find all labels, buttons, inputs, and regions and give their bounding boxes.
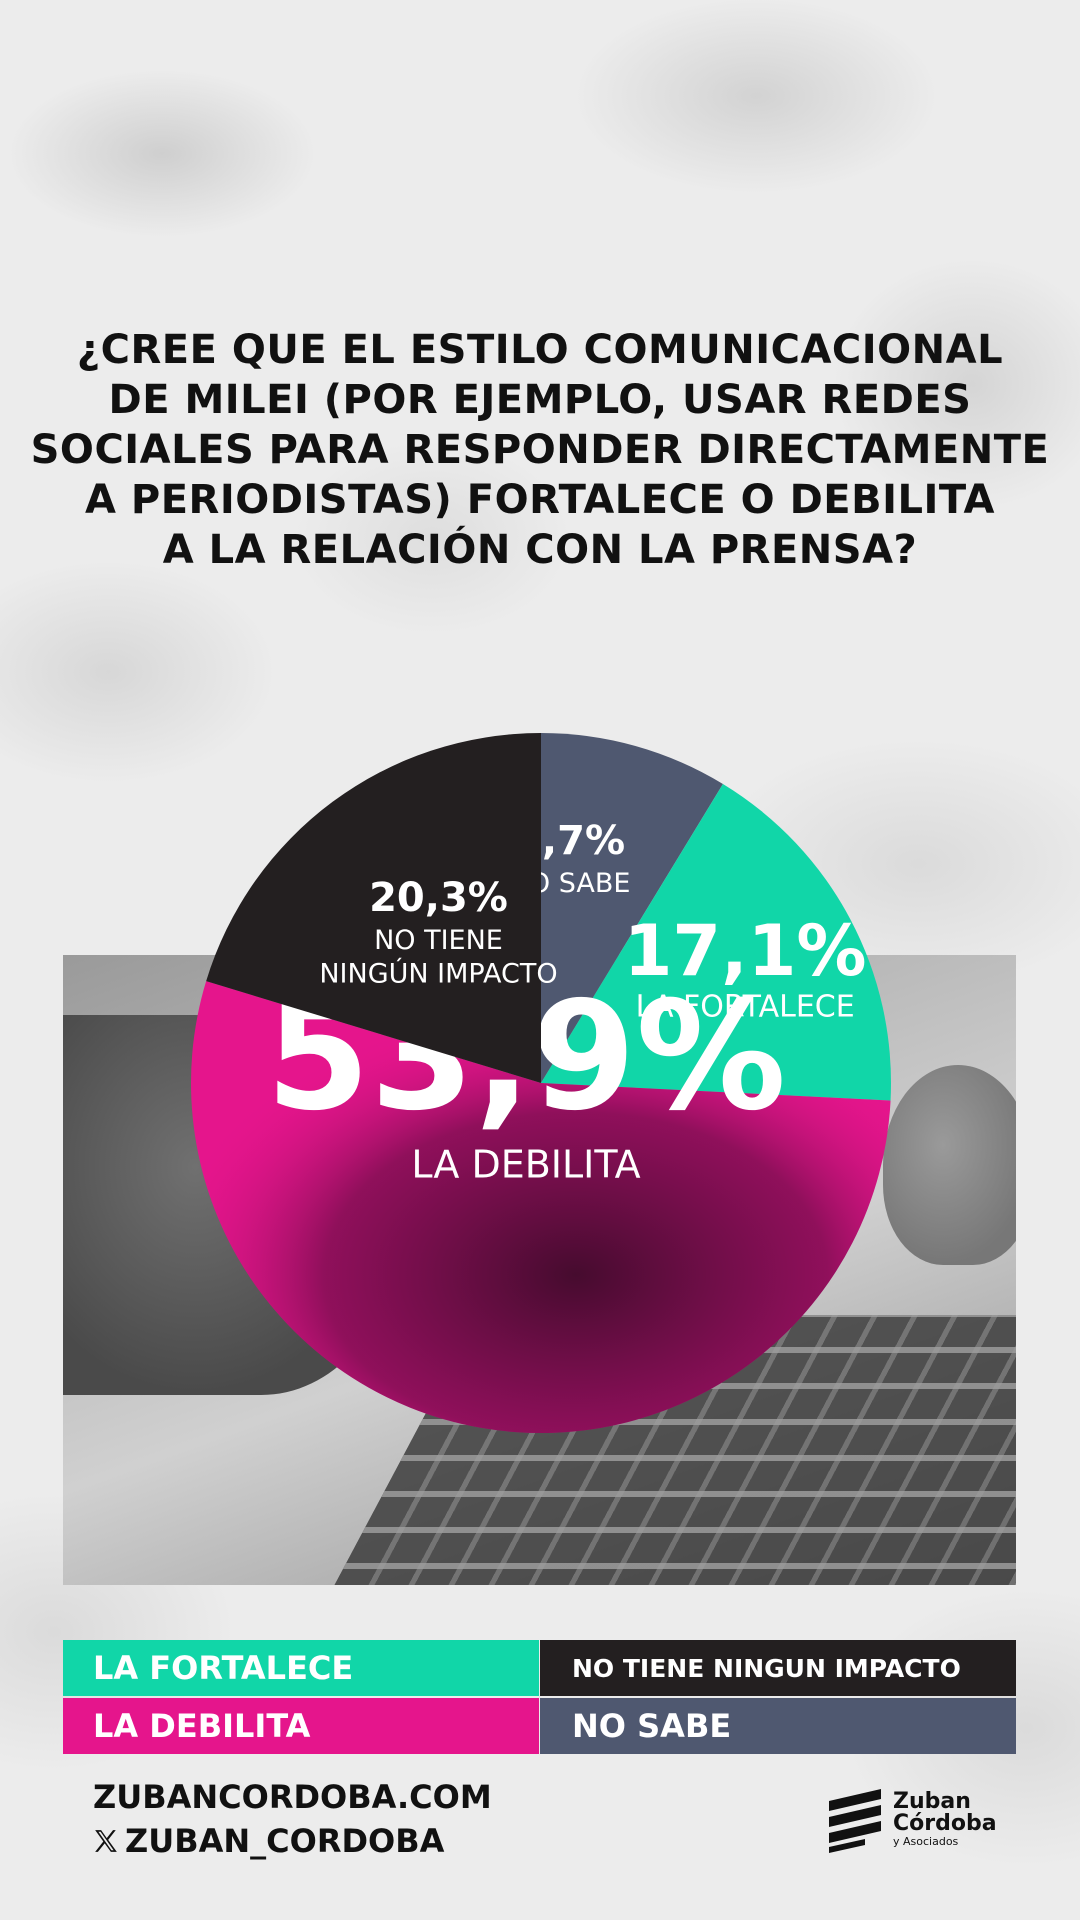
slice-label-ningun-impacto: NINGÚN IMPACTO xyxy=(319,958,557,990)
legend-item-no-sabe: NO SABE xyxy=(540,1698,1016,1754)
title-line: SOCIALES PARA RESPONDER DIRECTAMENTE xyxy=(30,427,1050,473)
logo-text: Zuban Córdoba y Asociados xyxy=(893,1791,997,1849)
hand-shape xyxy=(883,1065,1016,1265)
logo-name-1: Zuban xyxy=(893,1789,971,1814)
legend-label: LA FORTALECE xyxy=(93,1649,354,1687)
legend-label: NO TIENE NINGUN IMPACTO xyxy=(572,1653,961,1683)
title-line: A PERIODISTAS) FORTALECE O DEBILITA xyxy=(85,477,995,523)
title-line: ¿CREE QUE EL ESTILO COMUNICACIONAL xyxy=(76,327,1004,373)
logo-name-2: Córdoba xyxy=(893,1811,997,1836)
slice-value-fortalece: 17,1% xyxy=(624,910,867,992)
pie-slice-shade xyxy=(191,981,891,1434)
footer-links: ZUBANCORDOBA.COM ZUBAN_CORDOBA xyxy=(93,1775,492,1863)
legend-item-fortalece: LA FORTALECE xyxy=(63,1640,539,1696)
slice-label-fortalece: LA FORTALECE xyxy=(636,989,855,1024)
x-handle-row[interactable]: ZUBAN_CORDOBA xyxy=(93,1819,492,1863)
title-line: DE MILEI (POR EJEMPLO, USAR REDES xyxy=(108,377,972,423)
pie-slice-no-sabe xyxy=(541,733,723,1083)
legend-item-debilita: LA DEBILITA xyxy=(63,1698,539,1754)
slice-value-ningun-impacto: 20,3% xyxy=(369,875,508,921)
pie-slice-ningun-impacto xyxy=(206,733,541,1083)
legend-label: NO SABE xyxy=(572,1707,732,1745)
title-line: A LA RELACIÓN CON LA PRENSA? xyxy=(162,527,918,573)
question-title: ¿CREE QUE EL ESTILO COMUNICACIONAL DE MI… xyxy=(30,325,1050,575)
pie-slice-fortalece xyxy=(541,784,891,1101)
legend-label: LA DEBILITA xyxy=(93,1707,311,1745)
zuban-stripes-icon xyxy=(829,1789,881,1853)
x-handle: ZUBAN_CORDOBA xyxy=(125,1822,445,1860)
zuban-cordoba-logo: Zuban Córdoba y Asociados xyxy=(825,1780,1005,1860)
slice-label-debilita: LA DEBILITA xyxy=(411,1143,640,1187)
x-logo-icon xyxy=(95,1830,117,1852)
legend: LA FORTALECE NO TIENE NINGUN IMPACTO LA … xyxy=(63,1640,1016,1756)
legend-item-ningun-impacto: NO TIENE NINGUN IMPACTO xyxy=(540,1640,1016,1696)
slice-label-ningun-impacto: NO TIENE xyxy=(374,925,503,956)
website-link[interactable]: ZUBANCORDOBA.COM xyxy=(93,1778,492,1816)
logo-name-3: y Asociados xyxy=(893,1835,959,1848)
